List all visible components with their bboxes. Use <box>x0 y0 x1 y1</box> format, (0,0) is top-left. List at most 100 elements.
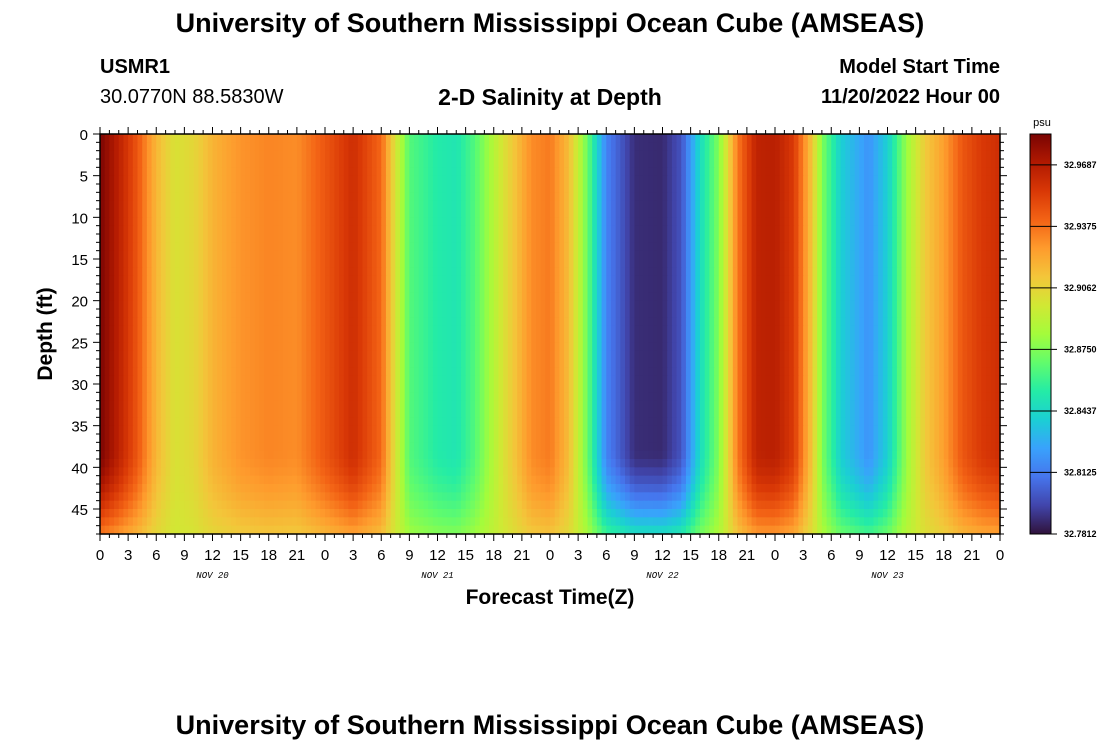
heatmap-cell <box>896 250 903 260</box>
heatmap-cell <box>596 342 603 352</box>
heatmap-cell <box>732 292 739 302</box>
heatmap-cell <box>939 234 945 243</box>
heatmap-cell <box>123 209 129 218</box>
heatmap-cell <box>596 309 603 318</box>
heatmap-cell <box>625 284 631 293</box>
heatmap-cell <box>137 209 143 218</box>
heatmap-cell <box>446 200 453 210</box>
heatmap-cell <box>217 334 223 343</box>
heatmap-cell <box>123 234 129 243</box>
heatmap-cell <box>887 284 893 293</box>
heatmap-cell <box>123 250 129 260</box>
heatmap-cell <box>610 284 617 293</box>
heatmap-cell <box>620 325 626 335</box>
heatmap-cell <box>962 342 968 352</box>
heatmap-cell <box>962 242 968 252</box>
heatmap-cell <box>901 250 907 260</box>
heatmap-cell <box>573 334 579 343</box>
heatmap-cell <box>985 184 992 193</box>
heatmap-cell <box>268 225 275 235</box>
heatmap-cell <box>648 284 654 293</box>
heatmap-cell <box>742 200 748 210</box>
heatmap-cell <box>550 200 556 210</box>
heatmap-cell <box>901 259 907 268</box>
heatmap-cell <box>503 150 509 160</box>
heatmap-cell <box>948 209 954 218</box>
heatmap-cell <box>334 159 340 168</box>
heatmap-cell <box>906 342 912 352</box>
heatmap-cell <box>953 142 959 152</box>
heatmap-cell <box>254 209 260 218</box>
heatmap-cell <box>634 342 640 352</box>
heatmap-cell <box>540 209 546 218</box>
heatmap-cell <box>667 159 673 168</box>
heatmap-cell <box>418 275 425 285</box>
heatmap-cell <box>976 184 982 193</box>
heatmap-cell <box>259 134 265 143</box>
heatmap-cell <box>250 209 256 218</box>
heatmap-cell <box>301 200 307 210</box>
heatmap-cell <box>610 209 617 218</box>
heatmap-cell <box>179 192 185 202</box>
heatmap-cell <box>165 309 171 318</box>
heatmap-cell <box>475 209 481 218</box>
heatmap-cell <box>489 267 495 277</box>
heatmap-cell <box>179 309 185 318</box>
heatmap-cell <box>296 167 303 177</box>
heatmap-cell <box>114 225 120 235</box>
heatmap-cell <box>376 342 382 352</box>
heatmap-cell <box>915 284 921 293</box>
heatmap-cell <box>409 200 415 210</box>
heatmap-cell <box>573 150 579 160</box>
heatmap-cell <box>643 142 650 152</box>
heatmap-cell <box>798 225 804 235</box>
heatmap-cell <box>385 175 392 185</box>
heatmap-cell <box>854 259 860 268</box>
heatmap-cell <box>212 259 218 268</box>
heatmap-cell <box>493 134 500 143</box>
heatmap-cell <box>207 134 214 143</box>
heatmap-cell <box>489 142 495 152</box>
heatmap-cell <box>910 317 917 327</box>
heatmap-cell <box>826 259 832 268</box>
heatmap-cell <box>498 242 504 252</box>
heatmap-cell <box>615 267 621 277</box>
heatmap-cell <box>732 150 739 160</box>
heatmap-cell <box>793 200 800 210</box>
heatmap-cell <box>451 342 457 352</box>
heatmap-cell <box>465 134 471 143</box>
heatmap-cell <box>610 159 617 168</box>
heatmap-cell <box>709 150 715 160</box>
heatmap-cell <box>310 175 317 185</box>
heatmap-cell <box>962 250 968 260</box>
heatmap-cell <box>831 234 837 243</box>
heatmap-cell <box>920 275 926 285</box>
heatmap-cell <box>915 159 921 168</box>
heatmap-cell <box>207 184 214 193</box>
heatmap-cell <box>212 134 218 143</box>
heatmap-cell <box>207 242 214 252</box>
heatmap-cell <box>418 142 425 152</box>
heatmap-cell <box>714 234 720 243</box>
heatmap-cell <box>456 259 462 268</box>
heatmap-cell <box>685 225 692 235</box>
heatmap-cell <box>910 342 917 352</box>
heatmap-cell <box>671 267 678 277</box>
heatmap-cell <box>325 225 331 235</box>
heatmap-cell <box>367 334 373 343</box>
heatmap-cell <box>648 159 654 168</box>
heatmap-cell <box>404 150 410 160</box>
heatmap-cell <box>423 342 429 352</box>
heatmap-cell <box>137 142 143 152</box>
heatmap-cell <box>643 175 650 185</box>
heatmap-cell <box>882 225 889 235</box>
heatmap-cell <box>573 284 579 293</box>
heatmap-cell <box>250 325 256 335</box>
heatmap-cell <box>320 275 326 285</box>
heatmap-cell <box>414 342 420 352</box>
heatmap-cell <box>962 159 968 168</box>
heatmap-cell <box>400 292 406 302</box>
heatmap-cell <box>118 250 125 260</box>
heatmap-cell <box>625 175 631 185</box>
heatmap-cell <box>643 259 650 268</box>
